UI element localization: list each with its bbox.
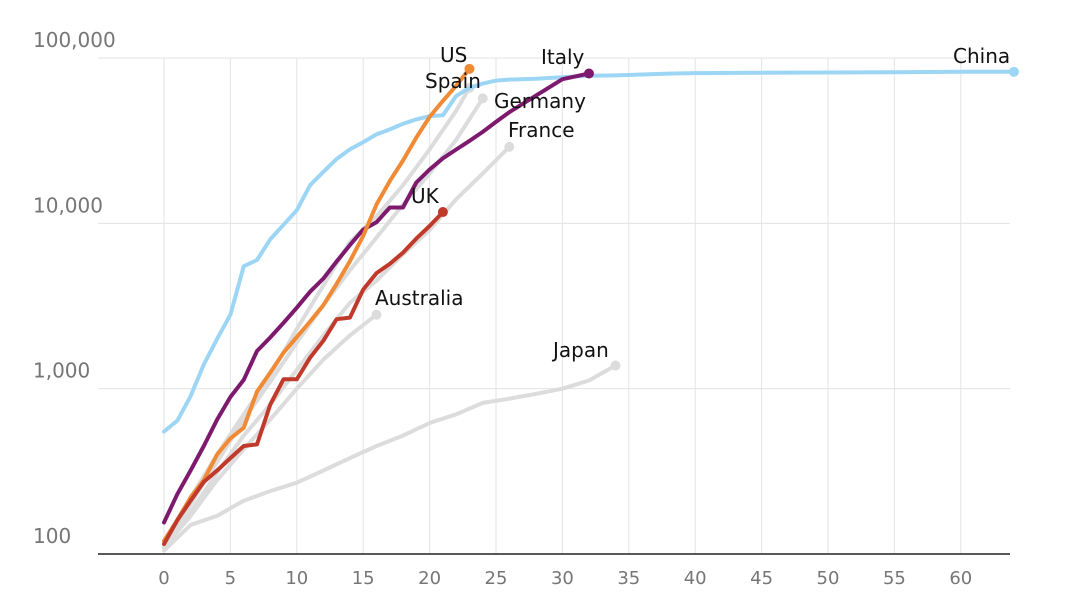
series-lines bbox=[162, 63, 1019, 553]
y-tick-label-100: 100 bbox=[33, 524, 71, 548]
series-label-france: France bbox=[508, 118, 575, 142]
series-line-uk bbox=[162, 210, 445, 546]
series-label-germany: Germany bbox=[494, 89, 586, 113]
x-tick-label-35: 35 bbox=[617, 568, 640, 589]
series-label-uk: UK bbox=[411, 184, 440, 208]
x-tick-label-20: 20 bbox=[418, 568, 441, 589]
x-tick-label-10: 10 bbox=[285, 568, 308, 589]
series-line-china bbox=[162, 69, 1016, 434]
series-end-dot-france bbox=[504, 141, 515, 152]
y-tick-label-1000: 1,000 bbox=[33, 359, 90, 383]
series-end-dot-australia bbox=[371, 309, 382, 320]
x-tick-label-50: 50 bbox=[817, 568, 840, 589]
x-tick-label-30: 30 bbox=[551, 568, 574, 589]
series-line-japan bbox=[162, 363, 618, 553]
series-end-dot-italy bbox=[583, 68, 594, 79]
series-line-australia bbox=[162, 312, 379, 550]
series-label-spain: Spain bbox=[425, 69, 481, 93]
series-label-italy: Italy bbox=[541, 45, 585, 69]
series-end-dot-germany bbox=[477, 93, 488, 104]
series-labels: Japan Australia France Germany Spain US … bbox=[375, 43, 1010, 362]
series-end-dot-china bbox=[1008, 66, 1019, 77]
y-tick-label-100000: 100,000 bbox=[33, 28, 116, 52]
series-end-dot-uk bbox=[437, 207, 448, 218]
series-label-china: China bbox=[953, 44, 1010, 68]
series-label-us: US bbox=[440, 43, 467, 67]
x-tick-label-0: 0 bbox=[158, 568, 169, 589]
series-end-dot-japan bbox=[610, 360, 621, 371]
series-line-italy bbox=[162, 71, 591, 525]
y-tick-label-10000: 10,000 bbox=[33, 193, 103, 217]
x-tick-label-40: 40 bbox=[684, 568, 707, 589]
x-tick-label-25: 25 bbox=[485, 568, 508, 589]
axes: 100 1,000 10,000 100,000 0 5 10 15 20 25 30 35 40 45 5… bbox=[33, 28, 1010, 589]
x-tick-label-60: 60 bbox=[949, 568, 972, 589]
series-label-japan: Japan bbox=[551, 338, 609, 362]
series-label-australia: Australia bbox=[375, 286, 463, 310]
x-tick-label-5: 5 bbox=[225, 568, 236, 589]
x-tick-label-55: 55 bbox=[883, 568, 906, 589]
x-tick-label-15: 15 bbox=[352, 568, 375, 589]
series-end-dot-us bbox=[464, 63, 475, 74]
series-line-us bbox=[162, 66, 472, 543]
x-tick-label-45: 45 bbox=[750, 568, 773, 589]
